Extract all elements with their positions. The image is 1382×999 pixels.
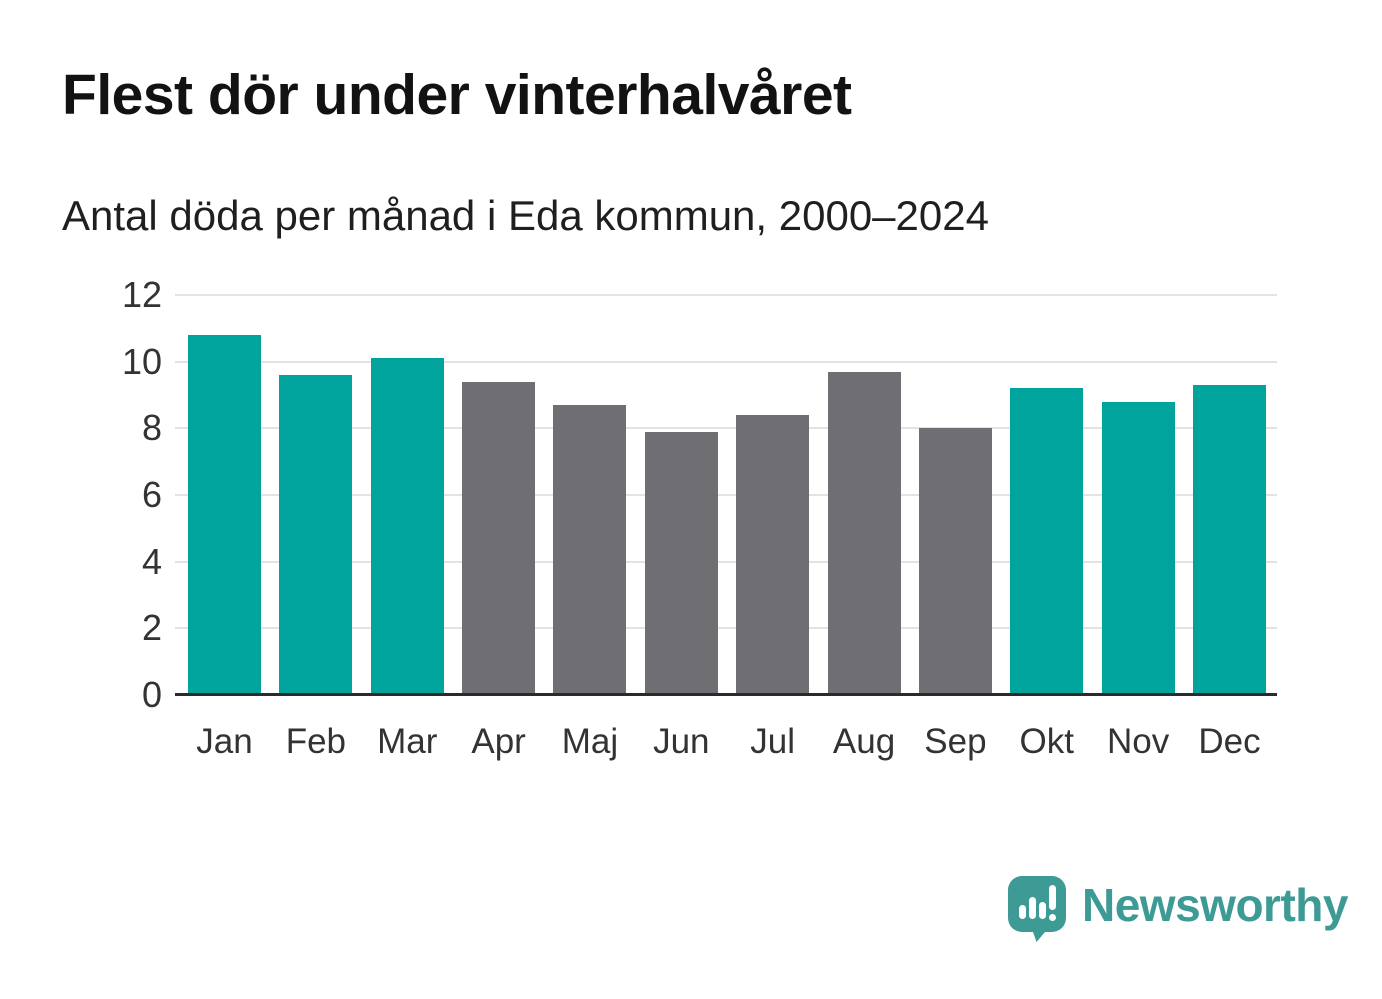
gridline-6 (175, 494, 1277, 496)
x-tick-label-apr: Apr (471, 722, 526, 761)
gridline-4 (175, 560, 1277, 563)
chart-title: Flest dör under vinterhalvåret (62, 63, 852, 127)
x-axis-line (175, 693, 1277, 696)
bar-apr (462, 381, 536, 695)
bar-chart-speech-bubble-icon (1008, 876, 1066, 942)
bar-feb (279, 375, 353, 695)
gridline-12 (175, 294, 1277, 296)
newsworthy-logo: Newsworthy (1008, 876, 1348, 942)
x-tick-label-feb: Feb (285, 722, 347, 761)
bar-jul (736, 415, 810, 695)
x-tick-label-nov: Nov (1107, 722, 1170, 761)
y-tick-label-4: 4 (141, 540, 162, 582)
gridline-8 (175, 427, 1277, 430)
y-tick-label-8: 8 (141, 407, 162, 449)
x-tick-label-jan: Jan (196, 722, 253, 761)
gridline-2 (175, 627, 1277, 630)
x-tick-label-maj: Maj (561, 722, 619, 761)
gridline-10 (175, 360, 1277, 363)
plot-area (175, 294, 1277, 696)
x-tick-label-dec: Dec (1198, 722, 1261, 761)
y-tick-label-12: 12 (121, 274, 162, 315)
bar-maj (553, 405, 627, 695)
bar-aug (827, 371, 901, 695)
bar-jan (188, 335, 261, 695)
y-tick-label-6: 6 (141, 474, 162, 515)
y-tick-label-0: 0 (141, 674, 162, 715)
bar-okt (1010, 388, 1084, 695)
chart-subtitle: Antal döda per månad i Eda kommun, 2000–… (62, 192, 989, 239)
bar-sep (918, 428, 992, 695)
bar-nov (1101, 401, 1175, 695)
x-tick-label-mar: Mar (377, 722, 438, 761)
bar-mar (370, 358, 444, 695)
x-tick-label-jun: Jun (653, 722, 710, 761)
bar-dec (1193, 385, 1266, 695)
x-tick-label-jul: Jul (750, 722, 796, 761)
bar-jun (644, 431, 718, 695)
x-tick-label-aug: Aug (832, 722, 896, 761)
x-tick-label-sep: Sep (924, 722, 987, 761)
newsworthy-brand-text: Newsworthy (1082, 879, 1348, 931)
y-tick-label-10: 10 (121, 340, 162, 382)
y-tick-label-2: 2 (141, 607, 162, 649)
x-tick-label-okt: Okt (1019, 722, 1074, 761)
